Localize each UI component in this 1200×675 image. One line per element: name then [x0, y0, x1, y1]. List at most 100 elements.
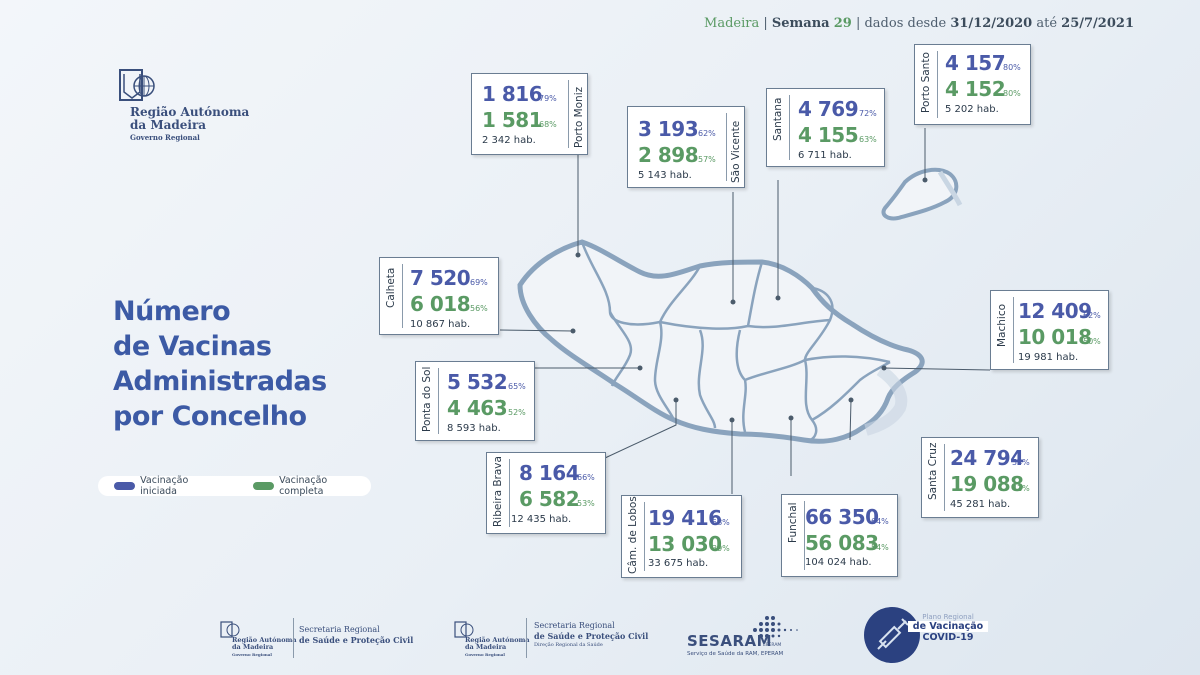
footer-sec2-line-3: Direção Regional da Saúde [534, 642, 603, 648]
header-period-mid: até [1036, 16, 1058, 31]
complete-value: 2 898 [638, 143, 699, 167]
footer-region-logo-2-icon [454, 621, 474, 638]
complete-value: 6 018 [410, 292, 471, 316]
population: 45 281 hab. [950, 499, 1011, 510]
municipality-name: Santa Cruz [927, 442, 939, 500]
sesaram-logo-text: SESARAM [687, 632, 773, 650]
footer-logo-2-line-3: Governo Regional [465, 652, 505, 657]
footer-logo-1-text: Região Autónoma da Madeira Governo Regio… [232, 637, 297, 658]
footer-logo-1-line-3: Governo Regional [232, 652, 272, 657]
sesaram-subtitle: Serviço de Saúde da RAM, EPERAM [687, 651, 784, 657]
title-line-4: por Concelho [113, 401, 307, 432]
legend-complete-swatch [252, 482, 275, 490]
plan-line-2: de Vacinação [908, 621, 988, 632]
header-date-from: 31/12/2020 [950, 16, 1033, 31]
sesaram-tag: EPERAM [763, 643, 782, 648]
complete-value: 1 581 [482, 108, 543, 132]
header-date-to: 25/7/2021 [1061, 16, 1134, 31]
box-sao-vicente: 3 193 62% 2 898 57% 5 143 hab. São Vicen… [627, 106, 745, 188]
started-pct: 58% [712, 518, 730, 527]
footer-logo-1-line-2: da Madeira [232, 643, 274, 651]
plan-line-3: COVID-19 [922, 632, 974, 643]
footer-sec1-line-2: de Saúde e Proteção Civil [299, 635, 414, 645]
vaccine-plan-circle [864, 607, 920, 663]
footer-logo-2-text: Região Autónoma da Madeira Governo Regio… [465, 637, 530, 658]
box-santana: Santana 4 769 72% 4 155 63% 6 711 hab. [766, 88, 885, 167]
started-pct: 65% [508, 382, 526, 391]
box-calheta: Calheta 7 520 69% 6 018 56% 10 867 hab. [379, 257, 499, 335]
title-line-2: de Vacinas [113, 331, 272, 362]
box-porto-moniz: 1 816 79% 1 581 68% 2 342 hab. Porto Mon… [471, 73, 588, 155]
municipality-name: Câm. de Lobos [627, 496, 639, 574]
started-pct: 80% [1003, 63, 1021, 72]
started-value: 7 520 [410, 266, 471, 290]
complete-value: 4 463 [447, 396, 508, 420]
complete-value: 13 030 [648, 532, 722, 556]
started-value: 4 157 [945, 51, 1006, 75]
region-logo-icon [119, 69, 155, 101]
population: 33 675 hab. [648, 558, 709, 569]
footer-logo-2-line-1: Região Autónoma [465, 636, 530, 644]
started-value: 12 409 [1018, 299, 1092, 323]
municipality-name: Porto Moniz [573, 86, 585, 148]
footer-region-logo-icon [220, 621, 240, 638]
population: 8 593 hab. [447, 423, 501, 434]
box-porto-santo: Porto Santo 4 157 80% 4 152 80% 5 202 ha… [914, 44, 1031, 125]
complete-pct: 42% [1012, 484, 1030, 493]
header-week-number: 29 [833, 16, 852, 31]
population: 12 435 hab. [511, 514, 572, 525]
footer-secretariat-2: Secretaria Regional de Saúde e Proteção … [534, 620, 648, 648]
started-value: 5 532 [447, 370, 508, 394]
complete-pct: 57% [698, 155, 716, 164]
complete-value: 19 088 [950, 472, 1024, 496]
complete-pct: 54% [871, 543, 889, 552]
box-ribeira-brava: Ribeira Brava 8 164 66% 6 582 53% 12 435… [486, 452, 606, 534]
complete-pct: 39% [712, 544, 730, 553]
complete-value: 6 582 [519, 487, 580, 511]
municipality-name: Machico [996, 303, 1008, 347]
municipality-name: São Vicente [730, 120, 742, 183]
box-funchal: Funchal 66 350 64% 56 083 54% 104 024 ha… [781, 494, 898, 577]
started-value: 1 816 [482, 82, 543, 106]
complete-value: 4 152 [945, 77, 1006, 101]
complete-value: 56 083 [805, 531, 879, 555]
footer-logo-1-line-1: Região Autónoma [232, 636, 297, 644]
started-value: 8 164 [519, 461, 580, 485]
started-value: 19 416 [648, 506, 722, 530]
started-pct: 72% [859, 109, 877, 118]
legend-complete-label: Vacinação completa [279, 475, 328, 497]
header-period-prefix: dados desde [864, 16, 947, 31]
started-pct: 64% [871, 517, 889, 526]
complete-pct: 53% [577, 499, 595, 508]
vaccine-plan-text: Plano Regional de Vacinação COVID-19 [908, 613, 988, 643]
complete-pct: 68% [539, 120, 557, 129]
page-title: Número de Vacinas Administradas por Conc… [113, 294, 327, 434]
started-pct: 54% [1012, 458, 1030, 467]
region-logo-text: Região Autónoma da Madeira Governo Regio… [130, 106, 249, 143]
population: 5 202 hab. [945, 104, 999, 115]
started-pct: 62% [698, 129, 716, 138]
legend-started-label: Vacinação iniciada [140, 475, 189, 497]
population: 6 711 hab. [798, 150, 852, 161]
box-camara-de-lobos: Câm. de Lobos 19 416 58% 13 030 39% 33 6… [621, 495, 742, 578]
population: 19 981 hab. [1018, 352, 1079, 363]
header-sep-1: | [759, 16, 772, 31]
municipality-name: Santana [772, 97, 784, 141]
box-machico: Machico 12 409 62% 10 018 50% 19 981 hab… [990, 290, 1109, 370]
municipality-name: Ponta do Sol [421, 366, 433, 432]
municipality-name: Funchal [787, 502, 799, 543]
complete-pct: 50% [1083, 337, 1101, 346]
complete-pct: 80% [1003, 89, 1021, 98]
complete-pct: 63% [859, 135, 877, 144]
title-line-1: Número [113, 296, 231, 327]
started-pct: 79% [539, 94, 557, 103]
started-value: 4 769 [798, 97, 859, 121]
started-pct: 69% [470, 278, 488, 287]
population: 2 342 hab. [482, 135, 536, 146]
sesaram-dots-icon [753, 616, 798, 638]
porto-santo-outline [881, 167, 959, 221]
population: 104 024 hab. [805, 557, 872, 568]
started-pct: 62% [1083, 311, 1101, 320]
footer-sec2-line-1: Secretaria Regional [534, 621, 615, 630]
